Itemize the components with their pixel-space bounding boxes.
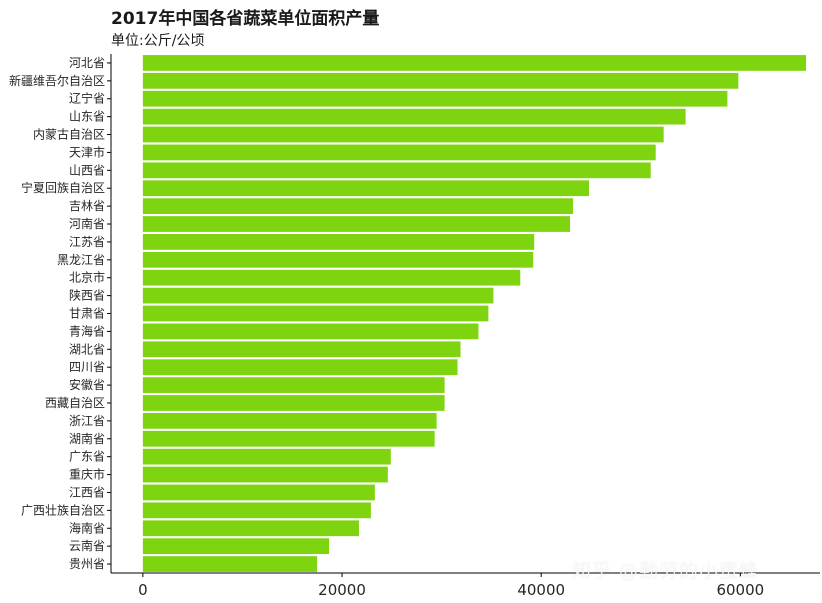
bar [142,216,571,232]
bar [142,466,388,483]
bar [142,341,461,358]
category-label: 北京市 [69,270,105,285]
x-tick-label: 60000 [716,581,764,599]
bar [142,126,664,143]
chart-subtitle: 单位:公斤/公顷 [111,33,205,49]
category-label: 西藏自治区 [45,396,105,410]
category-label: 黑龙江省 [57,253,105,267]
category-label: 广西壮族自治区 [21,503,105,517]
bar [142,538,330,555]
category-label: 云南省 [69,538,105,553]
x-tick-label: 0 [138,581,148,599]
category-label: 河北省 [69,56,105,70]
bar [142,395,445,411]
category-label: 吉林省 [69,199,105,213]
category-label: 海南省 [69,520,105,535]
bar [142,448,391,465]
x-tick-label: 20000 [318,581,366,599]
bar [142,234,535,250]
category-label: 宁夏回族自治区 [21,180,105,195]
category-label: 安徽省 [69,377,105,392]
category-label: 天津市 [69,144,105,159]
bar [142,198,574,214]
bar [142,108,686,125]
category-label: 内蒙古自治区 [33,127,105,142]
bar [142,90,728,107]
category-label: 山西省 [69,163,105,177]
bar [142,251,534,268]
category-label: 湖南省 [69,431,105,446]
bar [142,144,656,161]
bar [142,413,437,429]
category-label: 青海省 [69,323,105,338]
category-label: 江西省 [69,485,105,499]
category-label: 广东省 [69,450,105,464]
x-tick-label: 40000 [517,581,565,599]
category-label: 辽宁省 [69,91,105,106]
category-label: 甘肃省 [69,307,105,321]
bar [142,520,359,537]
category-label: 湖北省 [69,341,105,356]
bar [142,430,435,447]
bar [142,305,489,322]
bar [142,287,494,304]
bar [142,377,445,393]
category-label: 江苏省 [69,235,105,249]
category-label: 河南省 [69,216,105,231]
category-label: 四川省 [69,360,105,374]
bar [142,323,479,340]
watermark-text: 知乎 @勤劳的小蜜蜂 [572,560,760,582]
category-label: 山东省 [69,110,105,124]
bar [142,502,371,519]
bar [142,162,651,179]
chart-title: 2017年中国各省蔬菜单位面积产量 [111,9,380,29]
bar [142,484,375,501]
category-label: 贵州省 [69,557,105,571]
category-label: 重庆市 [69,467,105,482]
bar [142,359,458,376]
category-label: 新疆维吾尔自治区 [9,73,105,88]
category-label: 浙江省 [69,414,105,428]
category-label: 陕西省 [69,288,105,303]
bar [142,55,807,71]
bar [142,180,589,197]
bar [142,72,739,89]
bar [142,556,318,572]
bar [142,269,521,286]
